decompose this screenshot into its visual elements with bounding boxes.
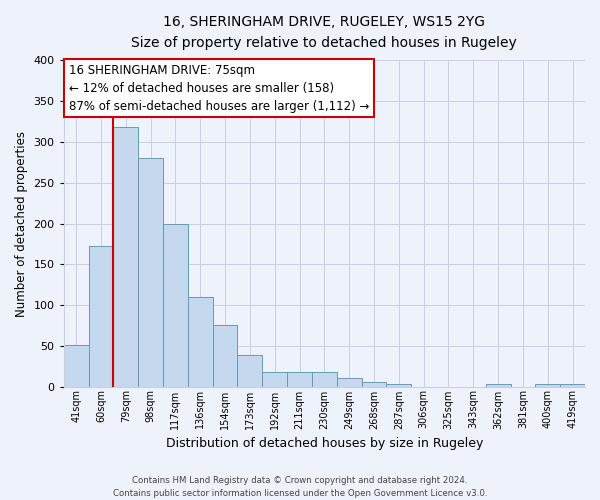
Text: 16 SHERINGHAM DRIVE: 75sqm
← 12% of detached houses are smaller (158)
87% of sem: 16 SHERINGHAM DRIVE: 75sqm ← 12% of deta…: [69, 64, 369, 112]
Y-axis label: Number of detached properties: Number of detached properties: [15, 130, 28, 316]
Bar: [312, 372, 337, 386]
Bar: [486, 384, 511, 386]
Bar: [262, 372, 287, 386]
Bar: [560, 384, 585, 386]
Bar: [386, 384, 411, 386]
Bar: [287, 372, 312, 386]
Bar: [113, 126, 138, 386]
Title: 16, SHERINGHAM DRIVE, RUGELEY, WS15 2YG
Size of property relative to detached ho: 16, SHERINGHAM DRIVE, RUGELEY, WS15 2YG …: [131, 15, 517, 50]
Bar: [337, 378, 362, 386]
Bar: [238, 354, 262, 386]
Bar: [138, 158, 163, 386]
Bar: [64, 345, 89, 387]
Bar: [212, 326, 238, 386]
Bar: [163, 224, 188, 386]
Bar: [89, 246, 113, 386]
Bar: [535, 384, 560, 386]
X-axis label: Distribution of detached houses by size in Rugeley: Distribution of detached houses by size …: [166, 437, 483, 450]
Text: Contains HM Land Registry data © Crown copyright and database right 2024.
Contai: Contains HM Land Registry data © Crown c…: [113, 476, 487, 498]
Bar: [188, 297, 212, 386]
Bar: [362, 382, 386, 386]
